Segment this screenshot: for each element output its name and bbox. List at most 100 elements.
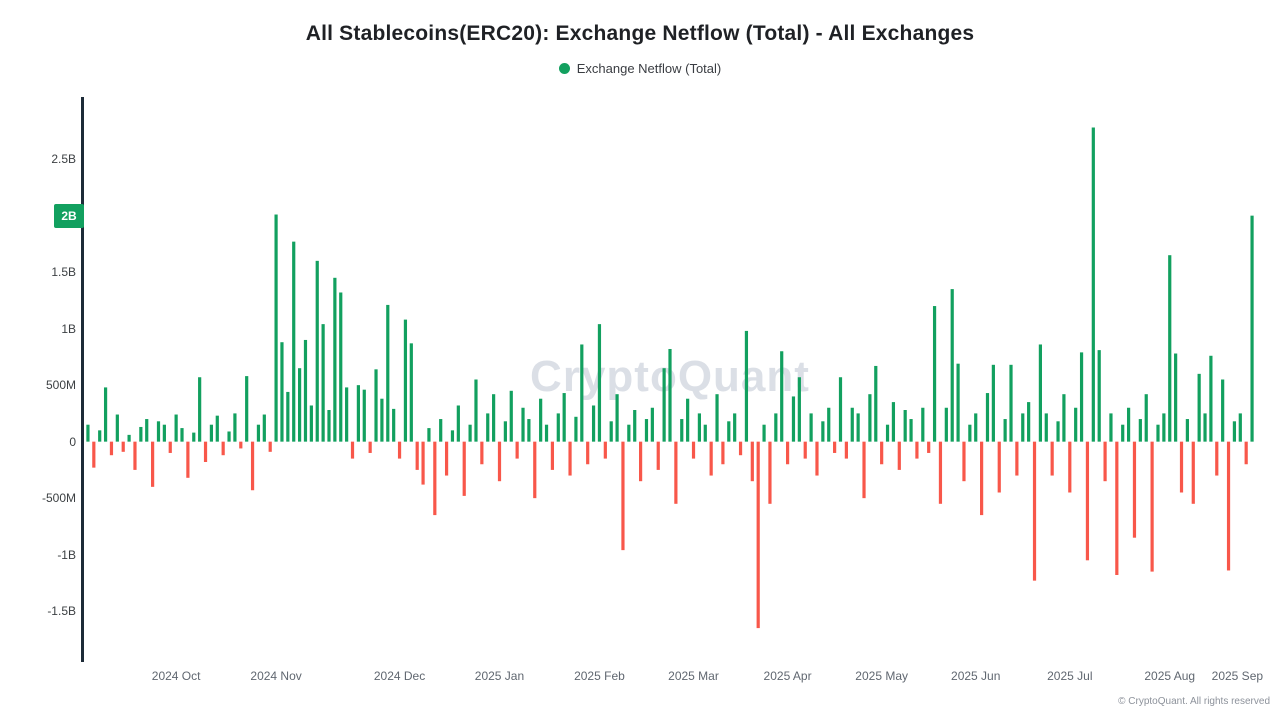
netflow-bar[interactable] <box>198 377 202 442</box>
netflow-bar[interactable] <box>274 214 278 442</box>
netflow-bar[interactable] <box>386 304 390 442</box>
netflow-bar[interactable] <box>921 407 925 442</box>
netflow-bar[interactable] <box>968 424 972 442</box>
netflow-bar[interactable] <box>1079 352 1084 442</box>
netflow-bar[interactable] <box>932 306 937 442</box>
netflow-bar[interactable] <box>927 441 931 453</box>
netflow-bar[interactable] <box>1074 407 1078 442</box>
netflow-bar[interactable] <box>239 441 243 449</box>
netflow-bar[interactable] <box>1197 373 1201 442</box>
netflow-bar[interactable] <box>980 441 984 516</box>
netflow-bar[interactable] <box>838 377 843 442</box>
netflow-bar[interactable] <box>597 324 602 442</box>
netflow-bar[interactable] <box>997 441 1001 493</box>
netflow-bar[interactable] <box>121 441 125 452</box>
netflow-bar[interactable] <box>192 432 196 442</box>
netflow-bar[interactable] <box>768 441 772 504</box>
netflow-bar[interactable] <box>174 414 178 442</box>
netflow-bar[interactable] <box>1185 419 1189 442</box>
netflow-bar[interactable] <box>1038 344 1042 442</box>
netflow-bar[interactable] <box>1021 413 1025 442</box>
netflow-bar[interactable] <box>791 396 796 442</box>
netflow-bar[interactable] <box>92 441 96 468</box>
netflow-bar[interactable] <box>609 421 613 442</box>
netflow-bar[interactable] <box>686 398 690 442</box>
netflow-bar[interactable] <box>1085 441 1090 561</box>
netflow-bar[interactable] <box>162 424 166 442</box>
netflow-bar[interactable] <box>703 424 707 442</box>
netflow-bar[interactable] <box>497 441 502 482</box>
netflow-bar[interactable] <box>868 394 872 442</box>
netflow-bar[interactable] <box>280 342 284 442</box>
netflow-bar[interactable] <box>550 441 555 470</box>
netflow-bar[interactable] <box>444 441 449 476</box>
netflow-bar[interactable] <box>415 441 419 470</box>
netflow-bar[interactable] <box>556 413 560 442</box>
netflow-bar[interactable] <box>709 441 713 476</box>
netflow-bar[interactable] <box>1091 127 1095 442</box>
netflow-bar[interactable] <box>821 421 825 442</box>
netflow-bar[interactable] <box>750 441 754 482</box>
netflow-bar[interactable] <box>650 407 654 442</box>
netflow-bar[interactable] <box>815 441 819 476</box>
netflow-bar[interactable] <box>1232 421 1237 442</box>
netflow-bar[interactable] <box>809 413 813 442</box>
netflow-bar[interactable] <box>674 441 678 504</box>
netflow-bar[interactable] <box>339 292 343 442</box>
netflow-bar[interactable] <box>250 441 255 491</box>
netflow-bar[interactable] <box>1068 441 1072 493</box>
netflow-bar[interactable] <box>1162 413 1166 442</box>
netflow-bar[interactable] <box>1244 441 1248 465</box>
netflow-bar[interactable] <box>303 339 308 442</box>
netflow-bar[interactable] <box>756 441 760 629</box>
netflow-bar[interactable] <box>762 424 766 442</box>
netflow-bar[interactable] <box>374 369 378 442</box>
netflow-bar[interactable] <box>1191 441 1195 504</box>
netflow-bar[interactable] <box>562 393 566 442</box>
netflow-bar[interactable] <box>774 413 778 442</box>
netflow-bar[interactable] <box>615 394 619 442</box>
netflow-bar[interactable] <box>915 441 919 459</box>
netflow-bar[interactable] <box>298 368 302 442</box>
netflow-bar[interactable] <box>527 419 531 442</box>
netflow-bar[interactable] <box>1138 419 1142 442</box>
netflow-bar[interactable] <box>974 413 978 442</box>
netflow-bar[interactable] <box>503 421 507 442</box>
netflow-bar[interactable] <box>333 277 337 442</box>
netflow-bar[interactable] <box>245 376 249 442</box>
netflow-bar[interactable] <box>985 393 990 442</box>
netflow-bar[interactable] <box>891 402 896 442</box>
netflow-bar[interactable] <box>98 430 102 442</box>
netflow-bar[interactable] <box>439 419 443 442</box>
netflow-bar[interactable] <box>956 363 960 442</box>
netflow-bar[interactable] <box>1009 364 1013 442</box>
netflow-bar[interactable] <box>433 441 437 516</box>
netflow-bar[interactable] <box>909 419 913 442</box>
netflow-bar[interactable] <box>380 398 384 442</box>
netflow-bar[interactable] <box>86 424 90 442</box>
netflow-bar[interactable] <box>833 441 837 453</box>
netflow-bar[interactable] <box>544 424 549 442</box>
netflow-bar[interactable] <box>321 324 325 442</box>
netflow-bar[interactable] <box>539 398 543 442</box>
netflow-bar[interactable] <box>780 351 784 442</box>
netflow-bar[interactable] <box>880 441 884 465</box>
netflow-bar[interactable] <box>186 441 190 478</box>
netflow-bar[interactable] <box>233 413 237 442</box>
netflow-bar[interactable] <box>262 414 266 442</box>
netflow-bar[interactable] <box>209 424 214 442</box>
netflow-bar[interactable] <box>944 407 948 442</box>
netflow-bar[interactable] <box>639 441 643 482</box>
netflow-bar[interactable] <box>621 441 625 551</box>
netflow-bar[interactable] <box>850 407 854 442</box>
netflow-bar[interactable] <box>521 407 525 442</box>
netflow-bar[interactable] <box>1032 441 1037 581</box>
netflow-bar[interactable] <box>644 419 649 442</box>
netflow-bar[interactable] <box>1209 355 1213 442</box>
netflow-bar[interactable] <box>797 377 801 442</box>
netflow-bar[interactable] <box>462 441 466 496</box>
netflow-bar[interactable] <box>885 424 890 442</box>
netflow-bar[interactable] <box>421 441 425 485</box>
netflow-bar[interactable] <box>103 387 108 442</box>
netflow-bar[interactable] <box>903 410 907 442</box>
